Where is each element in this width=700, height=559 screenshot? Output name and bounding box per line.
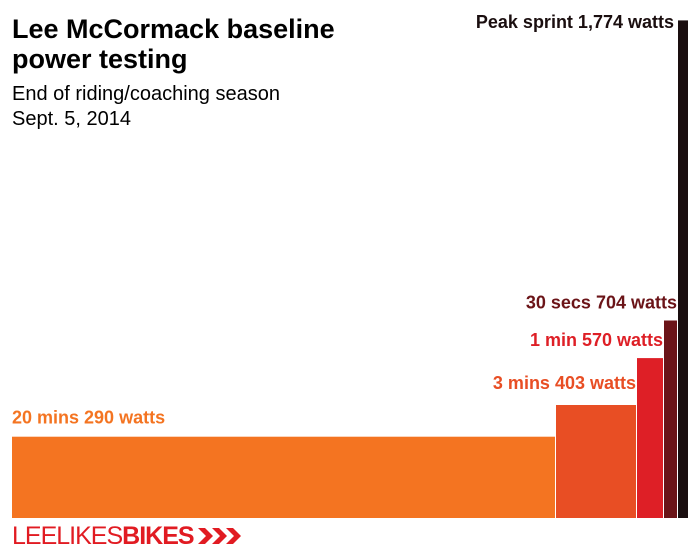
bar-3 — [664, 320, 677, 518]
subtitle-line-date: Sept. 5, 2014 — [12, 108, 131, 130]
bar-label-2: 1 min 570 watts — [530, 330, 663, 350]
chart-subtitle: End of riding/coaching season Sept. 5, 2… — [12, 82, 352, 132]
logo-text-likes: LIKES — [56, 522, 123, 550]
logo-text-lee: LEE — [12, 522, 57, 550]
bar-2 — [637, 358, 663, 518]
bar-label-1: 3 mins 403 watts — [493, 373, 636, 393]
bar-label-3: 30 secs 704 watts — [526, 293, 677, 313]
bar-1 — [556, 405, 636, 518]
subtitle-line-season: End of riding/coaching season — [12, 83, 280, 105]
bar-4 — [678, 20, 688, 519]
bar-label-4: Peak sprint 1,774 watts — [476, 12, 674, 32]
logo-text-bikes: BIKES — [122, 522, 194, 550]
lee-likes-bikes-logo: LEE LIKES BIKES — [12, 523, 248, 549]
chart-title: Lee McCormack baseline power testing — [12, 14, 335, 74]
chevron-arrows-icon — [197, 526, 248, 546]
bar-label-0: 20 mins 290 watts — [12, 408, 165, 428]
bar-0 — [12, 436, 555, 518]
